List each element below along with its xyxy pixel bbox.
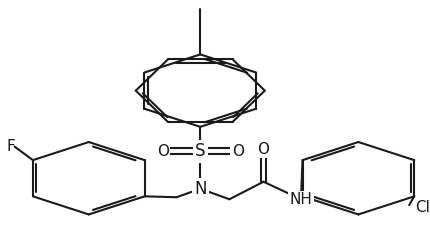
Text: S: S <box>194 142 205 160</box>
Text: NH: NH <box>289 192 312 207</box>
Text: F: F <box>6 139 15 154</box>
Text: O: O <box>231 144 243 159</box>
Text: N: N <box>194 180 206 198</box>
Text: Cl: Cl <box>415 200 429 215</box>
Text: O: O <box>257 142 269 157</box>
Text: O: O <box>157 144 169 159</box>
